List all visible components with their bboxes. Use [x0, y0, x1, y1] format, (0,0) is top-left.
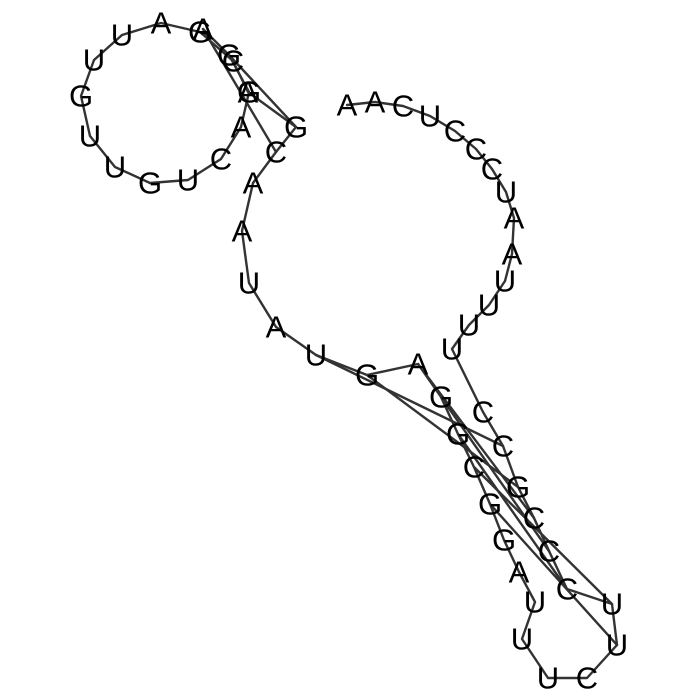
nucleotide-16: C	[492, 429, 514, 464]
nucleotide-4: U	[419, 99, 441, 134]
nucleotide-43: C	[222, 44, 244, 79]
nucleotide-50: U	[104, 150, 126, 185]
nucleotide-12: U	[478, 288, 500, 323]
nucleotide-20: C	[556, 572, 578, 607]
nucleotide-7: C	[481, 152, 503, 187]
sugar-phosphate-backbone	[79, 21, 619, 680]
nucleotide-30: C	[463, 450, 485, 485]
nucleotide-22: U	[606, 628, 628, 663]
nucleotide-48: G	[69, 79, 93, 114]
nucleotide-56: G	[217, 38, 241, 73]
nucleotide-52: U	[177, 163, 199, 198]
nucleotide-47: U	[83, 43, 105, 78]
base-pair-bond	[456, 432, 569, 591]
nucleotide-27: A	[509, 555, 530, 590]
nucleotide-44: G	[188, 15, 212, 50]
nucleotide-21: U	[601, 587, 623, 622]
nucleotide-45: A	[151, 6, 172, 41]
nucleotide-35: U	[305, 338, 327, 373]
nucleotide-1: A	[337, 88, 358, 123]
nucleotide-49: U	[79, 119, 101, 154]
nucleotide-37: U	[238, 266, 260, 301]
nucleotide-3: C	[392, 89, 414, 124]
base-pair-bond	[439, 395, 551, 553]
nucleotide-40: C	[265, 135, 287, 170]
nucleotide-17: G	[506, 470, 530, 505]
nucleotide-41: G	[284, 110, 308, 145]
nucleotide-26: U	[524, 585, 546, 620]
nucleotide-14: U	[441, 332, 463, 367]
nucleotide-15: C	[472, 395, 494, 430]
base-pair-bond	[365, 373, 520, 489]
nucleotide-19: C	[538, 534, 560, 569]
nucleotide-34: G	[355, 358, 379, 393]
base-pair-bond	[201, 27, 278, 154]
nucleotide-53: C	[210, 142, 232, 177]
nucleotide-6: C	[465, 132, 487, 167]
nucleotide-18: C	[523, 501, 545, 536]
nucleotide-2: A	[365, 85, 386, 120]
nucleotide-54: A	[231, 110, 252, 145]
nucleotide-32: G	[429, 380, 453, 415]
nucleotide-23: C	[576, 661, 598, 696]
nucleotide-10: A	[502, 237, 523, 272]
nucleotide-31: G	[446, 417, 470, 452]
nucleotide-29: G	[478, 487, 502, 522]
base-pair-bond	[488, 502, 619, 647]
nucleotide-33: A	[408, 347, 429, 382]
nucleotide-8: U	[495, 175, 517, 210]
nucleotide-36: A	[266, 310, 287, 345]
nucleotide-55: G	[237, 75, 261, 110]
nucleotide-13: U	[458, 308, 480, 343]
nucleotide-24: U	[537, 661, 559, 696]
nucleotide-38: A	[232, 214, 253, 249]
base-pair-bond	[227, 53, 298, 129]
nucleotide-28: G	[492, 523, 516, 558]
nucleotide-25: U	[511, 622, 533, 657]
base-pair-bond	[314, 353, 505, 448]
nucleotide-39: A	[243, 166, 264, 201]
nucleotide-46: U	[111, 18, 133, 53]
nucleotide-9: A	[504, 201, 525, 236]
nucleotide-42: A	[238, 75, 259, 110]
nucleotide-57: A	[193, 12, 214, 47]
nucleotide-5: C	[444, 114, 466, 149]
nucleotide-11: U	[494, 264, 516, 299]
nucleotide-51: G	[138, 166, 162, 201]
